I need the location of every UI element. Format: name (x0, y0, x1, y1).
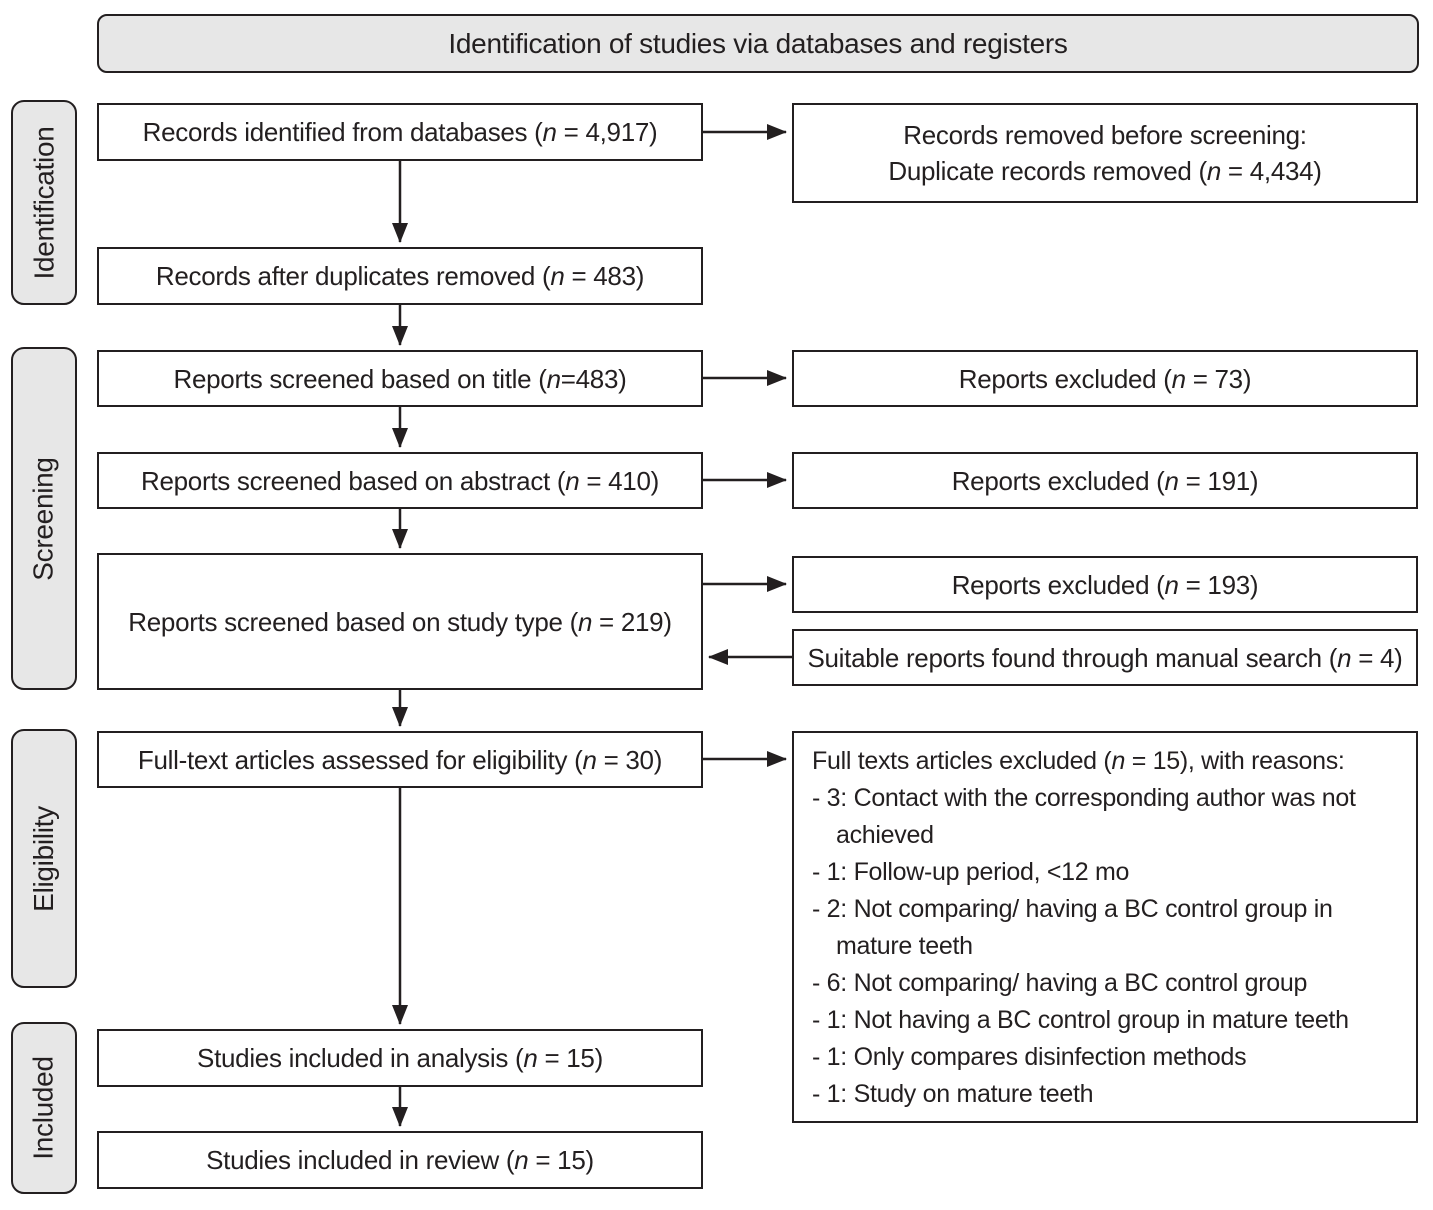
box-excluded-study-type-label: Reports excluded (n = 193) (951, 569, 1259, 600)
box-fulltext-excluded-reasons: Full texts articles excluded (n = 15), w… (792, 731, 1418, 1123)
box-manual-search: Suitable reports found through manual se… (792, 629, 1418, 686)
exclusion-reason: - 1: Not having a BC control group in ma… (812, 1006, 1349, 1034)
box-screened-study-type: Reports screened based on study type (n … (97, 553, 703, 690)
box-records-identified: Records identified from databases (n = 4… (97, 103, 703, 161)
exclusion-reason: - 2: Not comparing/ having a BC control … (812, 895, 1333, 960)
box-screened-study-type-label: Reports screened based on study type (n … (128, 606, 672, 637)
box-excluded-abstract-label: Reports excluded (n = 191) (951, 465, 1259, 496)
box-records-removed-line1: Records removed before screening: (903, 120, 1307, 150)
box-fulltext-assessed-label: Full-text articles assessed for eligibil… (137, 744, 663, 775)
exclusion-reason: - 1: Follow-up period, <12 mo (812, 858, 1130, 886)
exclusion-reason: - 3: Contact with the corresponding auth… (812, 784, 1356, 849)
box-fulltext-assessed: Full-text articles assessed for eligibil… (97, 731, 703, 788)
exclusion-reason: - 1: Only compares disinfection methods (812, 1043, 1247, 1071)
box-excluded-title-label: Reports excluded (n = 73) (958, 363, 1252, 394)
box-included-analysis: Studies included in analysis (n = 15) (97, 1029, 703, 1087)
box-manual-search-label: Suitable reports found through manual se… (807, 642, 1403, 673)
stage-included-label: Included (28, 1056, 59, 1160)
box-screened-abstract-label: Reports screened based on abstract (n = … (141, 465, 659, 496)
box-excluded-title: Reports excluded (n = 73) (792, 350, 1418, 407)
box-included-review: Studies included in review (n = 15) (97, 1131, 703, 1189)
box-included-analysis-label: Studies included in analysis (n = 15) (197, 1043, 603, 1073)
stage-included: Included (11, 1022, 77, 1194)
box-records-after-duplicates-label: Records after duplicates removed (n = 48… (155, 261, 645, 291)
box-excluded-study-type: Reports excluded (n = 193) (792, 556, 1418, 613)
stage-identification-label: Identification (28, 125, 60, 280)
box-screened-title: Reports screened based on title (n=483) (97, 350, 703, 407)
exclusion-reason: - 1: Study on mature teeth (812, 1080, 1094, 1108)
box-records-removed-line2: Duplicate records removed (n = 4,434) (888, 156, 1322, 186)
stage-screening: Screening (11, 347, 77, 690)
box-included-review-label: Studies included in review (n = 15) (206, 1145, 594, 1175)
stage-screening-label: Screening (28, 456, 60, 581)
box-records-identified-label: Records identified from databases (n = 4… (142, 117, 658, 147)
box-records-removed: Records removed before screening: Duplic… (792, 103, 1418, 203)
box-screened-abstract: Reports screened based on abstract (n = … (97, 452, 703, 509)
stage-eligibility: Eligibility (11, 729, 77, 988)
stage-identification: Identification (11, 100, 77, 305)
diagram-header: Identification of studies via databases … (97, 14, 1419, 73)
fulltext-excluded-title: Full texts articles excluded (n = 15), w… (812, 747, 1345, 775)
stage-eligibility-label: Eligibility (28, 805, 59, 912)
exclusion-reason: - 6: Not comparing/ having a BC control … (812, 969, 1308, 997)
box-records-after-duplicates: Records after duplicates removed (n = 48… (97, 247, 703, 305)
box-screened-title-label: Reports screened based on title (n=483) (173, 363, 627, 394)
box-excluded-abstract: Reports excluded (n = 191) (792, 452, 1418, 509)
diagram-header-label: Identification of studies via databases … (448, 27, 1068, 59)
